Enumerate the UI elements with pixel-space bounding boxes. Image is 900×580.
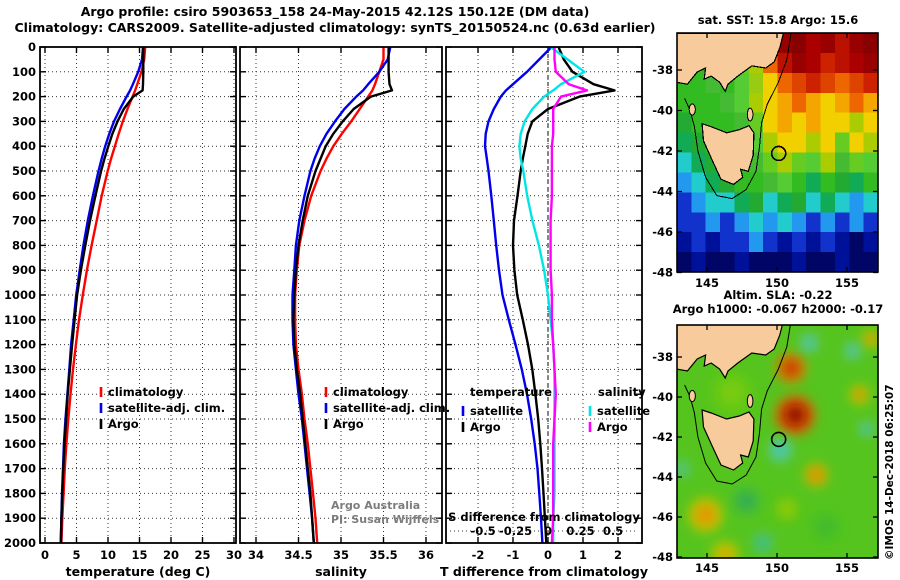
tick-label: 0.5 [603, 524, 623, 538]
tick-label: -2 [472, 548, 485, 562]
temperature-panel: 0 5 10 15 20 25 300100200300400500600700800900… [4, 40, 242, 579]
tick-label: 1000 [4, 288, 36, 302]
tick-label: 25 [194, 548, 210, 562]
tick-label: -40 [652, 390, 673, 404]
tick-label: 1500 [4, 412, 36, 426]
tick-label: 1 [579, 548, 587, 562]
tick-label: 10 [100, 548, 116, 562]
tick-label: Argo [333, 417, 364, 431]
tick-label: satellite [470, 404, 523, 418]
sst-map: 145 150 155 -38 -40 -42 -44 -46 -48 [652, 32, 879, 290]
copyright-text: ©IMOS 14-Dec-2018 06:25:07 [884, 384, 896, 560]
tick-label: -0.25 [499, 524, 532, 538]
tick-label: 0.25 [566, 524, 594, 538]
tick-label: 34.5 [284, 548, 312, 562]
tick-label: 1800 [4, 486, 36, 500]
tick-label: -48 [652, 550, 673, 564]
tick-label: -46 [652, 510, 673, 524]
tick-label: climatology [333, 385, 409, 399]
tick-label: 500 [12, 164, 36, 178]
tick-label: 15 [131, 548, 147, 562]
tick-label: 0 [41, 548, 49, 562]
tick-label: climatology [108, 385, 184, 399]
tick-label: 145 [695, 276, 719, 290]
tick-label: 2 [614, 548, 622, 562]
tick-label: 0 [544, 548, 552, 562]
tick-label: 1700 [4, 462, 36, 476]
tick-label: 155 [835, 561, 859, 575]
tick-label: -40 [652, 104, 673, 118]
sla-map-title-line1: Altim. SLA: -0.22 [723, 288, 833, 302]
tick-label: satellite [597, 404, 650, 418]
tick-label: 155 [835, 276, 859, 290]
tick-label: 150 [765, 276, 789, 290]
tick-label: -38 [652, 63, 673, 77]
tick-label: Argo [470, 420, 501, 434]
tick-label: 35.5 [369, 548, 397, 562]
tick-label: Argo [597, 420, 628, 434]
tick-label: -0.5 [470, 524, 495, 538]
page-title: Argo profile: csiro 5903653_158 24-May-2… [80, 4, 590, 19]
tick-label: 1900 [4, 511, 36, 525]
tick-label: 900 [12, 263, 36, 277]
tick-label: salinity [315, 564, 367, 579]
tick-label: 2000 [4, 536, 36, 550]
tick-label: 0 [544, 524, 552, 538]
tick-label: -44 [652, 470, 673, 484]
tick-label: satellite-adj. clim. [108, 401, 225, 415]
tick-label: -48 [652, 266, 673, 280]
tick-label: 35 [333, 548, 349, 562]
pi-label: PI: Susan Wijffels [331, 513, 440, 526]
tick-label: 36 [418, 548, 434, 562]
tick-label: -42 [652, 430, 673, 444]
tick-label: satellite-adj. clim. [333, 401, 450, 415]
tick-label: -46 [652, 225, 673, 239]
tick-label: 5 [72, 548, 80, 562]
tick-label: Argo [108, 417, 139, 431]
tick-label: temperature (deg C) [66, 564, 211, 579]
tick-label: -38 [652, 350, 673, 364]
argo-australia-label: Argo Australia [331, 499, 421, 512]
tick-label: temperature [470, 385, 552, 399]
tick-label: 1200 [4, 338, 36, 352]
difference-panel: -2 -1 0 1 2 temperature satellite Argo salinity s… [440, 46, 650, 579]
sst-map-title: sat. SST: 15.8 Argo: 15.6 [697, 13, 859, 27]
sla-map: 145 150 155 -38 -40 -42 -44 -46 -48 [652, 324, 879, 575]
tick-label: 150 [765, 561, 789, 575]
tick-label: 800 [12, 238, 36, 252]
tick-label: 400 [12, 139, 36, 153]
tick-label: 1300 [4, 362, 36, 376]
tick-label: -42 [652, 144, 673, 158]
page-subtitle: Climatology: CARS2009. Satellite-adjuste… [14, 20, 656, 35]
tick-label: T difference from climatology [440, 564, 648, 579]
argo-float-marker [770, 431, 787, 448]
tick-label: 0 [28, 40, 36, 54]
tick-label: 700 [12, 214, 36, 228]
tick-label: -1 [507, 548, 520, 562]
tick-label: 1400 [4, 387, 36, 401]
tick-label: salinity [598, 385, 646, 399]
tick-label: 1100 [4, 313, 36, 327]
tick-label: -44 [652, 185, 673, 199]
tick-label: 20 [163, 548, 179, 562]
tick-label: 300 [12, 114, 36, 128]
tick-label: 34 [248, 548, 264, 562]
tick-label: S difference from climatology [448, 510, 640, 524]
tick-label: 600 [12, 189, 36, 203]
tick-label: 200 [12, 90, 36, 104]
tick-label: 145 [695, 561, 719, 575]
tick-label: 1600 [4, 437, 36, 451]
tick-label: 30 [226, 548, 242, 562]
tick-label: 100 [12, 65, 36, 79]
sla-map-title-line2: Argo h1000: -0.067 h2000: -0.17 [672, 302, 884, 316]
salinity-panel: 34 34.5 35 35.5 36 climatology satellite-adj. … [239, 46, 450, 579]
argo-float-marker [770, 145, 787, 162]
